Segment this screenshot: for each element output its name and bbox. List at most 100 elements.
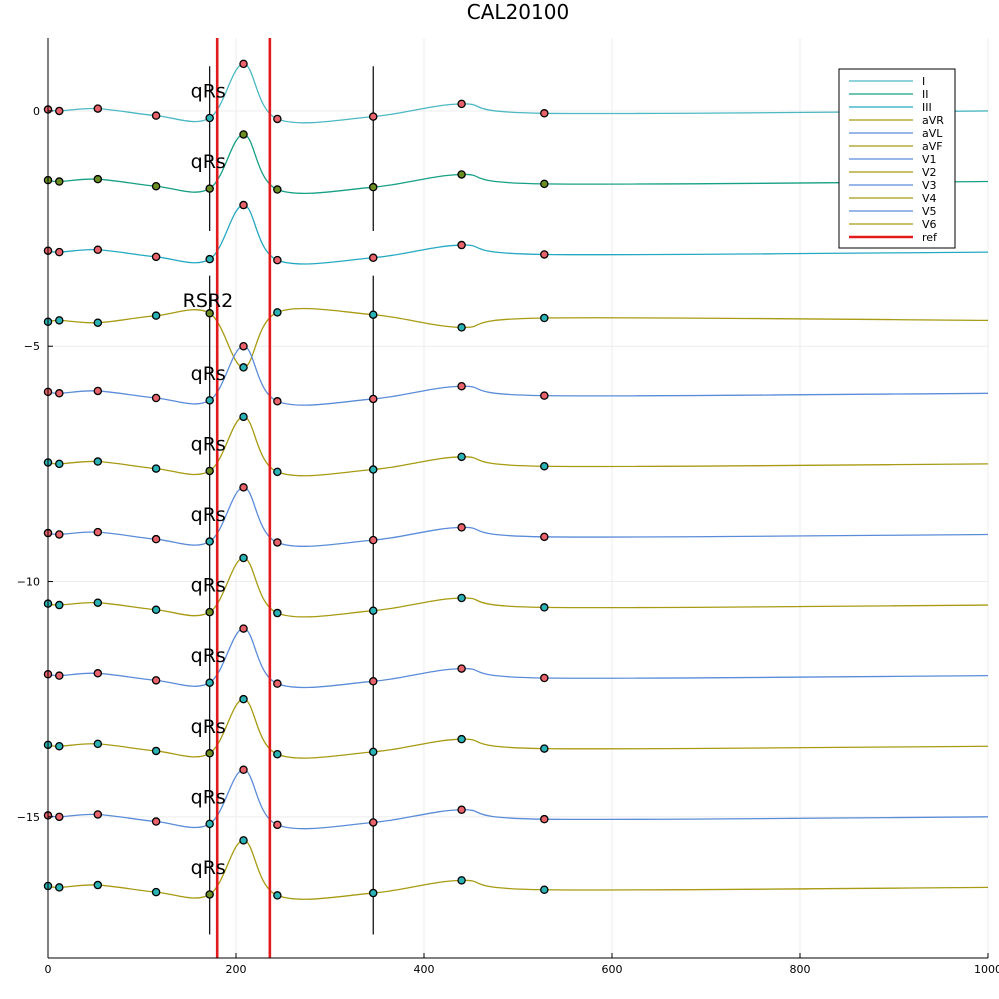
series-aVL-marker xyxy=(239,341,248,351)
annotation-V2: qRs xyxy=(191,575,226,597)
series-V5-marker xyxy=(205,819,214,829)
series-II-marker xyxy=(205,184,214,193)
series-V6-marker xyxy=(273,891,282,900)
series-V2-marker xyxy=(151,605,161,615)
series-aVF-marker xyxy=(368,465,378,474)
series-aVR-marker xyxy=(239,363,248,372)
series-V4-marker xyxy=(540,744,549,753)
x-tick-label: 200 xyxy=(226,963,247,976)
grid xyxy=(47,38,989,958)
series-V2-marker xyxy=(540,603,549,612)
series-V5-marker xyxy=(540,814,549,824)
series-I-marker xyxy=(540,109,549,118)
series-V5-marker xyxy=(151,817,161,826)
series-V2-marker xyxy=(368,606,378,615)
y-tick-label: −5 xyxy=(24,340,40,353)
series-aVL-marker xyxy=(205,396,214,405)
series-aVL-marker xyxy=(151,393,161,403)
x-tick-label: 800 xyxy=(790,963,811,976)
series-aVR-marker xyxy=(93,318,103,327)
series-V6-marker xyxy=(205,890,214,899)
series-V1-marker xyxy=(239,483,248,492)
series-III-marker xyxy=(55,247,64,257)
series-I-marker xyxy=(151,111,161,120)
series-V4-marker xyxy=(368,747,378,757)
series-V1-marker xyxy=(457,523,466,532)
series-III-marker xyxy=(151,252,161,262)
series-V6-marker xyxy=(457,876,466,885)
annotation-aVF: qRs xyxy=(191,433,226,455)
series-I-marker xyxy=(273,114,282,124)
x-tick-label: 400 xyxy=(414,963,435,976)
series-II-marker xyxy=(368,182,378,192)
series-I-marker xyxy=(205,113,214,123)
series-aVR-marker xyxy=(368,310,378,319)
series-V3-marker xyxy=(151,676,161,685)
series-aVF-marker xyxy=(93,457,103,466)
legend-label-V5: V5 xyxy=(922,205,937,218)
series-V2-marker xyxy=(55,600,64,610)
series-V3-marker xyxy=(540,673,549,683)
series-aVL-marker xyxy=(368,394,378,404)
series-V1-marker xyxy=(368,535,378,545)
x-tick-label: 600 xyxy=(602,963,623,976)
series-V3-marker xyxy=(55,671,64,680)
series-V4-marker xyxy=(93,739,103,749)
annotation-V1: qRs xyxy=(191,504,226,526)
annotation-II: qRs xyxy=(191,151,226,173)
series-V6-marker xyxy=(239,836,248,845)
series-aVF-marker xyxy=(205,466,214,476)
series-aVF-marker xyxy=(239,412,248,422)
series-aVF-marker xyxy=(540,461,549,471)
legend-label-V6: V6 xyxy=(922,218,937,231)
annotation-V4: qRs xyxy=(191,716,226,738)
series-I-marker xyxy=(55,106,64,116)
series-V4-marker xyxy=(273,749,282,759)
annotations: qRs qRs RSR2 qRs qRs qRs qRs qRs qRs qRs qRs xyxy=(183,81,234,879)
axes: 0 200 400 600 800 1000 0 −5 −10 −15 xyxy=(17,38,999,976)
annotation-aVR: RSR2 xyxy=(183,290,234,312)
series-V4-marker xyxy=(151,746,161,756)
series-aVF-marker xyxy=(273,467,282,477)
y-tick-label: −15 xyxy=(17,811,40,824)
annotation-V3: qRs xyxy=(191,645,226,667)
y-tick-label: −10 xyxy=(17,576,40,589)
series-V3-marker xyxy=(239,624,248,633)
series-III-marker xyxy=(540,250,549,259)
series-aVL-marker xyxy=(93,386,103,396)
series-V3-marker xyxy=(93,669,103,678)
series-II-marker xyxy=(151,181,161,191)
series-V1-marker xyxy=(151,534,161,544)
legend-label-V1: V1 xyxy=(922,153,937,166)
series-II-marker xyxy=(540,179,549,189)
series-V2-marker xyxy=(205,607,214,617)
series-V4-marker xyxy=(239,694,248,704)
series-V1-marker xyxy=(273,538,282,547)
annotation-aVL: qRs xyxy=(191,363,226,385)
series-I-marker xyxy=(368,112,378,121)
y-tick-label: 0 xyxy=(33,105,40,118)
legend-label-V3: V3 xyxy=(922,179,937,192)
series-V5-marker xyxy=(368,818,378,827)
series-aVR-marker xyxy=(205,309,214,318)
series-II-marker xyxy=(239,130,248,139)
series-V6-marker xyxy=(93,880,103,890)
series-V5-marker xyxy=(55,812,64,822)
series-V1-marker xyxy=(55,530,64,539)
series-I-marker xyxy=(457,99,466,109)
series-V6-marker xyxy=(55,883,64,892)
series-V3-marker xyxy=(368,677,378,686)
series-V5-marker xyxy=(239,765,248,775)
series-III-marker xyxy=(457,240,466,250)
series-V1-marker xyxy=(540,532,549,542)
series-V1-marker xyxy=(205,537,214,546)
series-I-marker xyxy=(93,104,103,113)
series-aVR-marker xyxy=(540,313,549,323)
chart-title: CAL20100 xyxy=(467,0,569,24)
legend-label-aVL: aVL xyxy=(922,127,943,140)
series-III-marker xyxy=(273,255,282,265)
series-aVR-marker xyxy=(55,316,64,325)
series-aVL-marker xyxy=(540,391,549,400)
